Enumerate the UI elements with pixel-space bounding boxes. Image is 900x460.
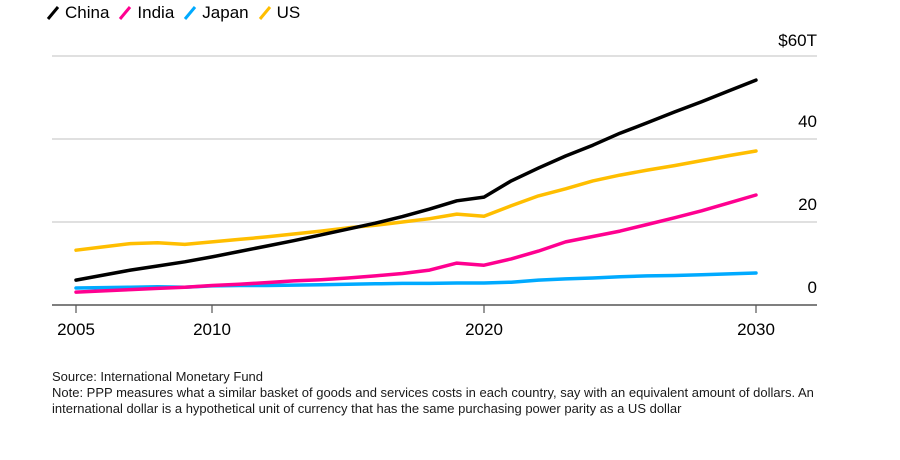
- y-tick-label: 40: [798, 112, 817, 131]
- legend-item-us[interactable]: US: [258, 3, 301, 23]
- gridlines: [52, 55, 817, 223]
- series-lines: [74, 78, 758, 294]
- series-line-china: [74, 78, 758, 282]
- x-tick-label: 2020: [465, 320, 503, 339]
- legend-label-us: US: [276, 3, 301, 22]
- legend-label-india: India: [137, 3, 175, 22]
- legend-swatch-china: [46, 6, 60, 20]
- legend-item-japan[interactable]: Japan: [183, 3, 249, 23]
- legend-item-india[interactable]: India: [118, 3, 174, 23]
- y-axis-labels: $60T 40 20 0: [778, 31, 817, 297]
- legend-swatch-japan: [184, 6, 197, 20]
- legend-item-china[interactable]: China: [46, 3, 109, 23]
- x-axis: 2005 2010 2020 2030: [52, 304, 817, 339]
- x-tick-label: 2030: [737, 320, 775, 339]
- y-tick-label: 0: [808, 278, 817, 297]
- legend: China India Japan US: [46, 3, 309, 23]
- legend-label-japan: Japan: [202, 3, 249, 22]
- line-chart: $60T 40 20 0 2005 2010 2020 2030: [52, 31, 817, 339]
- legend-swatch-india: [119, 6, 132, 20]
- y-tick-label: 20: [798, 195, 817, 214]
- series-line-us: [74, 149, 758, 252]
- series-line-india: [74, 193, 758, 294]
- chart-notes: Source: International Monetary Fund Note…: [52, 369, 842, 417]
- x-tick-label: 2010: [193, 320, 231, 339]
- x-tick-label: 2005: [57, 320, 95, 339]
- y-tick-label: $60T: [778, 31, 817, 50]
- note-text: Note: PPP measures what a similar basket…: [52, 385, 814, 416]
- legend-swatch-us: [258, 6, 271, 20]
- source-text: Source: International Monetary Fund: [52, 369, 264, 384]
- legend-label-china: China: [65, 3, 110, 22]
